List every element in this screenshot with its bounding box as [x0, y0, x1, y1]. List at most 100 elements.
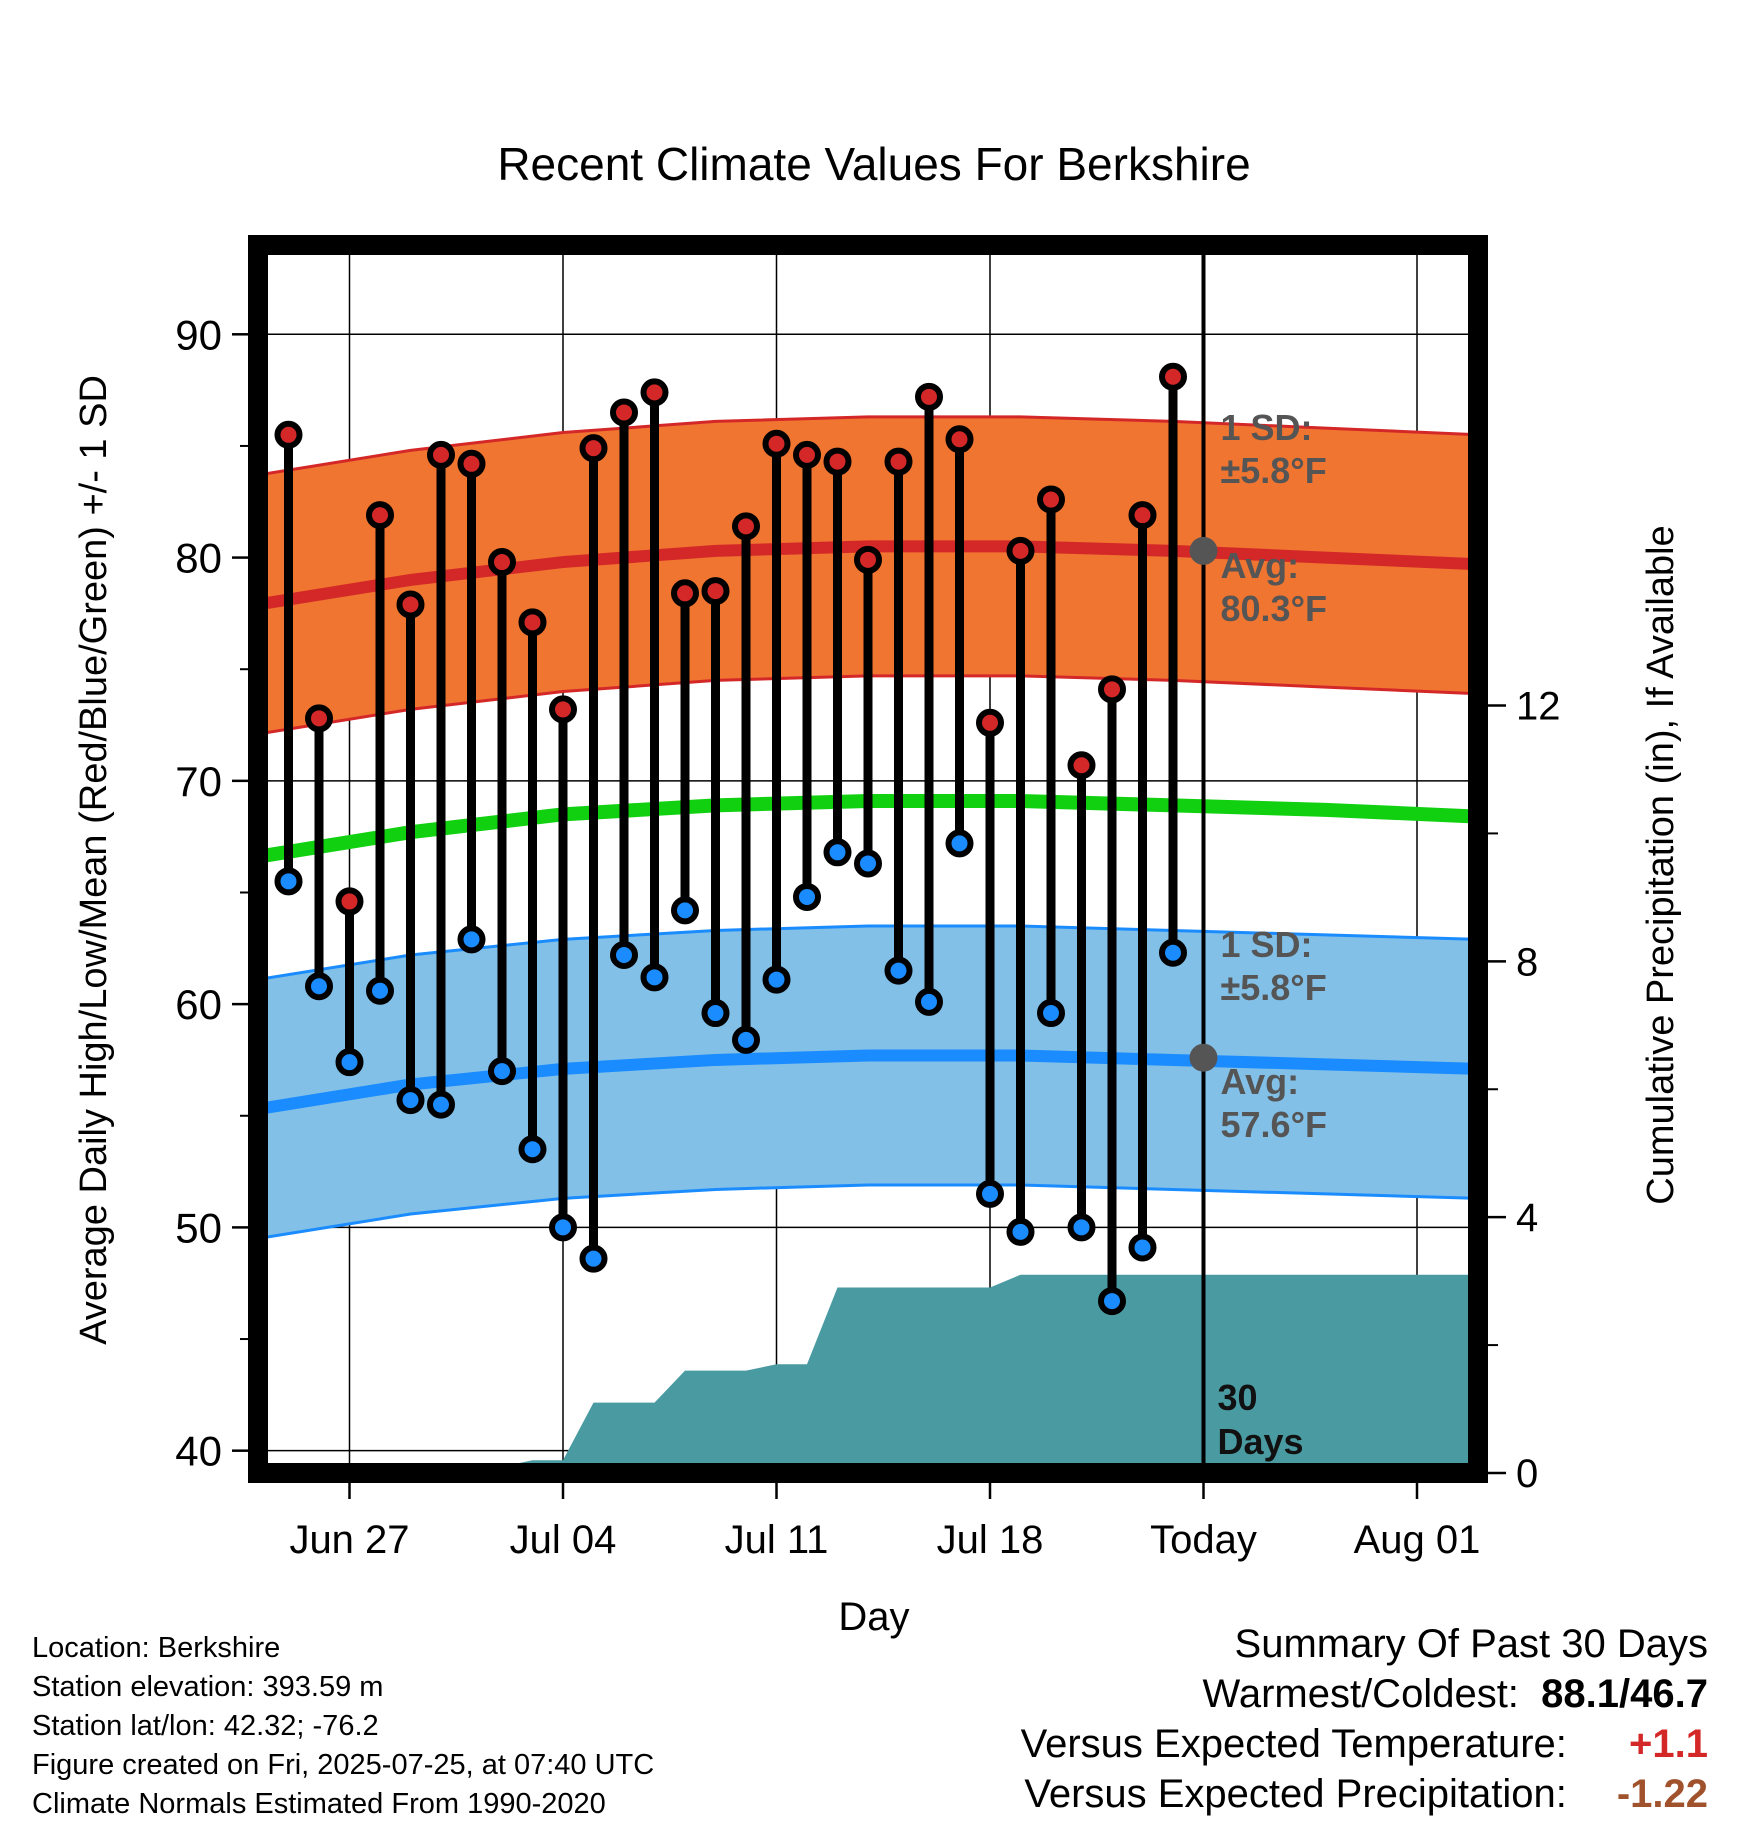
x-tick-label: Jul 04 [510, 1518, 617, 1562]
low-avg-value: 57.6°F [1221, 1104, 1327, 1145]
daily-low-point [488, 1057, 516, 1086]
high-sd-value: ±5.8°F [1221, 450, 1327, 491]
x-tick-label: Today [1150, 1518, 1257, 1562]
daily-low-point [976, 1179, 1004, 1208]
daily-high-point [732, 512, 760, 541]
low-sd-lower-line [258, 1183, 1478, 1241]
daily-high-point [915, 382, 943, 411]
daily-high-point [549, 695, 577, 724]
info-location: Location: Berkshire [32, 1632, 281, 1664]
warm-cold-separator: / [1619, 1672, 1631, 1716]
daily-high-point [396, 590, 425, 619]
daily-high-point [518, 608, 547, 637]
daily-high-point [976, 708, 1004, 737]
y-tick-label: 80 [175, 535, 222, 582]
daily-high-point [762, 429, 791, 458]
low-sd-label: 1 SD: [1221, 924, 1313, 965]
daily-low-point [1098, 1287, 1126, 1316]
daily-low-point [793, 882, 821, 911]
daily-low-point [640, 963, 669, 992]
daily-low-point [579, 1244, 608, 1273]
low-sd-upper-line [258, 924, 1478, 982]
high-avg-value: 80.3°F [1221, 588, 1327, 629]
daily-low-point [762, 965, 791, 994]
summary-precip: Versus Expected Precipitation: -1.22 [1024, 1772, 1708, 1817]
y-axis-label: Average Daily High/Low/Mean (Red/Blue/Gr… [73, 375, 115, 1345]
daily-high-point [1159, 362, 1187, 391]
daily-low-point [427, 1090, 455, 1119]
daily-low-point [1006, 1217, 1035, 1246]
daily-low-point [1037, 999, 1065, 1028]
daily-low-point [701, 999, 730, 1028]
daily-high-point [366, 501, 394, 530]
daily-low-point [915, 987, 943, 1016]
summary-warm-cold: Warmest/Coldest: 88.1/46.7 [1203, 1672, 1708, 1717]
y-tick-label: 90 [175, 311, 222, 358]
daily-high-point [823, 447, 852, 476]
daily-low-point [366, 976, 394, 1005]
daily-low-point [457, 925, 486, 954]
daily-high-point [457, 449, 486, 478]
today-high-avg-marker [1189, 536, 1218, 565]
high-sd-label: 1 SD: [1221, 407, 1313, 448]
daily-low-point [884, 956, 913, 985]
daily-low-point [396, 1086, 425, 1115]
daily-high-point [945, 425, 974, 454]
precip-versus-label: Versus Expected Precipitation: [1024, 1772, 1567, 1816]
coldest-value: 46.7 [1630, 1672, 1708, 1716]
summary-title: Summary Of Past 30 Days [1235, 1622, 1708, 1667]
daily-high-point [274, 420, 303, 449]
plot-frame [248, 235, 1488, 1483]
daily-low-point [671, 896, 699, 925]
daily-high-point [884, 447, 913, 476]
info-normals: Climate Normals Estimated From 1990-2020 [32, 1788, 606, 1820]
daily-high-point [1128, 501, 1157, 530]
summary-title-text: Summary Of Past 30 Days [1234, 1622, 1708, 1666]
low-avg-label: Avg: [1221, 1061, 1300, 1102]
daily-low-point [305, 972, 333, 1001]
x-tick-label: Aug 01 [1354, 1518, 1481, 1562]
y2-axis-label: Cumulative Precipitation (in), If Availa… [1640, 525, 1682, 1204]
today-low-avg-marker [1189, 1043, 1218, 1072]
info-elevation: Station elevation: 393.59 m [32, 1671, 384, 1703]
y2-tick-label: 8 [1516, 940, 1538, 984]
daily-high-point [1098, 675, 1126, 704]
daily-high-point [610, 398, 638, 427]
precip-area [258, 1274, 1478, 1473]
y2-tick-label: 4 [1516, 1196, 1538, 1240]
summary-temp: Versus Expected Temperature: +1.1 [1021, 1722, 1708, 1767]
precip-days-label: 30 [1218, 1377, 1258, 1418]
daily-low-point [549, 1213, 577, 1242]
daily-low-point [854, 849, 882, 878]
daily-high-point [427, 440, 455, 469]
y-tick-label: 40 [175, 1428, 222, 1475]
y2-tick-label: 0 [1516, 1452, 1538, 1496]
daily-low-point [518, 1135, 547, 1164]
daily-low-point [823, 838, 852, 867]
precip-days-label-2: Days [1218, 1421, 1304, 1462]
daily-low-point [1159, 938, 1187, 967]
x-tick-label: Jul 11 [725, 1518, 829, 1562]
low-normal-line [258, 1049, 1478, 1115]
daily-high-point [671, 579, 699, 608]
x-tick-label: Jul 18 [937, 1518, 1044, 1562]
daily-high-point [793, 440, 821, 469]
daily-high-point [1067, 751, 1096, 780]
low-sd-value: ±5.8°F [1221, 967, 1327, 1008]
daily-high-point [335, 887, 364, 916]
y-tick-label: 70 [175, 758, 222, 805]
temp-versus-label: Versus Expected Temperature: [1020, 1722, 1567, 1766]
warmest-value: 88.1 [1541, 1672, 1620, 1716]
daily-high-point [579, 434, 608, 463]
daily-high-point [701, 577, 730, 606]
info-latlon: Station lat/lon: 42.32; -76.2 [32, 1710, 379, 1742]
daily-low-point [1067, 1213, 1096, 1242]
temp-versus-value: +1.1 [1629, 1722, 1708, 1766]
info-created: Figure created on Fri, 2025-07-25, at 07… [32, 1749, 655, 1781]
daily-high-point [1006, 536, 1035, 565]
high-avg-label: Avg: [1221, 545, 1300, 586]
daily-high-point [640, 378, 669, 407]
